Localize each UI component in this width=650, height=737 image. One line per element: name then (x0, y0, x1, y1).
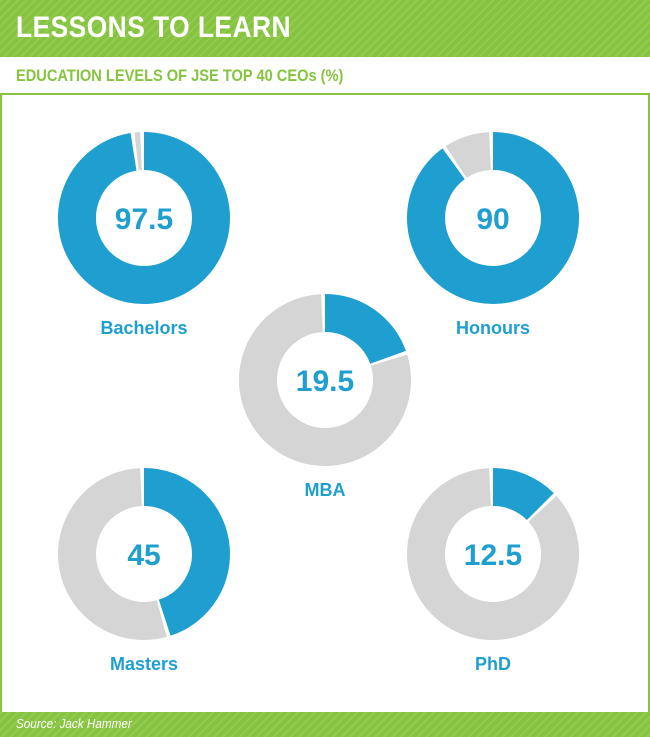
footer-banner: Source: Jack Hammer (0, 712, 650, 737)
source-note: Source: Jack Hammer (16, 716, 132, 731)
donut-mba: 19.5 MBA (239, 294, 411, 500)
donut-segment-bachelors (57, 132, 230, 304)
donut-label-honours: Honours (456, 318, 530, 338)
donut-value-mba: 19.5 (296, 365, 354, 398)
donut-segment-phd (492, 468, 554, 521)
subtitle-bar: EDUCATION LEVELS OF JSE TOP 40 CEOs (%) (0, 57, 650, 95)
donut-value-masters: 45 (127, 539, 160, 572)
donut-remainder-honours (445, 132, 492, 179)
donut-remainder-masters (58, 468, 167, 640)
donut-label-masters: Masters (110, 654, 178, 674)
donut-label-phd: PhD (475, 654, 511, 674)
donut-segment-honours (407, 132, 579, 304)
chart-subtitle: EDUCATION LEVELS OF JSE TOP 40 CEOs (%) (16, 66, 344, 85)
donut-masters: 45 Masters (58, 468, 230, 674)
donut-phd: 12.5 PhD (407, 468, 579, 674)
donut-honours: 90 Honours (407, 132, 579, 338)
donut-remainder-mba (239, 294, 411, 466)
page-title: LESSONS TO LEARN (16, 11, 291, 44)
donut-value-bachelors: 97.5 (115, 203, 173, 236)
donut-value-honours: 90 (476, 203, 509, 236)
donut-segment-masters (143, 468, 230, 636)
donut-value-phd: 12.5 (464, 539, 522, 572)
donut-remainder-phd (407, 468, 579, 640)
donut-segment-mba (324, 294, 406, 365)
donut-label-mba: MBA (305, 480, 346, 500)
header-banner: LESSONS TO LEARN (0, 0, 650, 57)
donut-label-bachelors: Bachelors (100, 318, 187, 338)
donut-bachelors: 97.5 Bachelors (57, 132, 230, 338)
